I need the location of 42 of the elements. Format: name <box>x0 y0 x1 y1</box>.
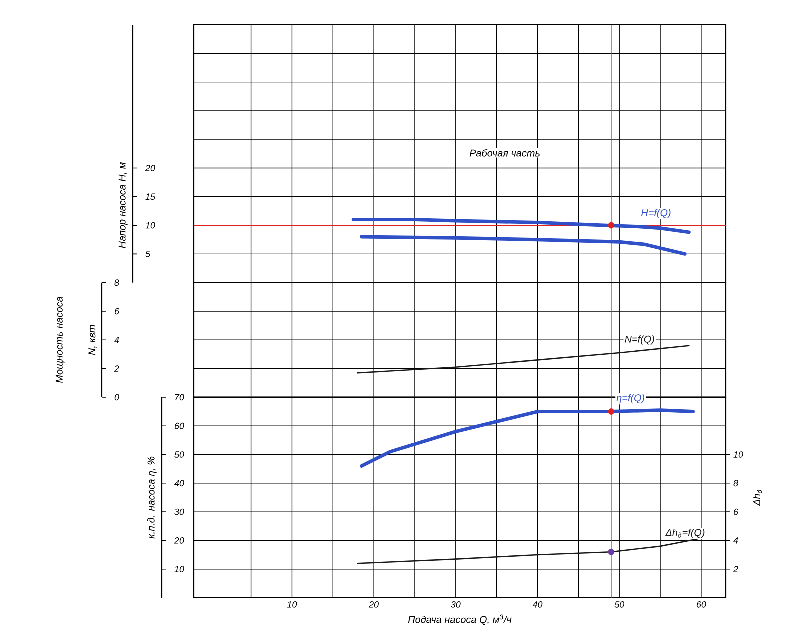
x-axis-title: Подача насоса Q, м$^{3}$/ч <box>408 614 512 626</box>
y-tick-label: 30 <box>174 508 184 516</box>
x-tick-label: 10 <box>287 602 298 608</box>
y2-tick-label: 2 <box>733 566 738 572</box>
x-tick-label: 20 <box>369 602 379 608</box>
line-series <box>352 218 691 234</box>
y-tick-label: 10 <box>146 222 156 229</box>
y2-axis-title: Δh$_{д}$ <box>753 490 762 506</box>
x-tick-label: 60 <box>696 602 706 608</box>
y-tick-label: 6 <box>114 308 120 315</box>
y2-tick-label: 4 <box>734 538 738 544</box>
y-tick-label: 40 <box>174 480 184 487</box>
x-tick-label: 50 <box>614 602 625 608</box>
y-axis-title: к.п.д. насоса η, % <box>148 456 157 539</box>
y-tick-label: 4 <box>114 337 120 344</box>
series-label: N=f(Q) <box>625 336 654 345</box>
x-tick-label: 40 <box>532 602 543 608</box>
y-tick-label: 60 <box>174 422 184 430</box>
y-tick-label: 70 <box>175 394 184 401</box>
y-tick-label: 15 <box>146 194 156 200</box>
y-tick-label: 0 <box>114 394 120 401</box>
y-tick-label: 20 <box>174 538 184 544</box>
y-tick-label: 10 <box>174 566 184 573</box>
y-axis-title: Напор насоса H, м <box>118 162 128 248</box>
series-label: η=f(Q) <box>616 394 644 404</box>
y2-tick-label: 8 <box>734 480 738 487</box>
y-tick-label: 2 <box>114 366 120 372</box>
annotation: Рабочая часть <box>470 149 540 157</box>
text: Мощность насоса <box>56 297 65 384</box>
series-label: Δh$_{д}$=f(Q) <box>666 528 705 538</box>
y-tick-label: 50 <box>174 452 184 458</box>
y-axis-title: N, квт <box>88 325 97 356</box>
y-tick-label: 5 <box>146 251 151 258</box>
line-series <box>357 345 690 374</box>
y-tick-label: 20 <box>145 165 156 172</box>
y2-tick-label: 6 <box>734 508 738 516</box>
y2-tick-label: 10 <box>734 452 744 458</box>
series-label: H=f(Q) <box>641 209 671 219</box>
y-tick-label: 8 <box>114 280 120 286</box>
line-series <box>360 408 696 468</box>
x-tick-label: 30 <box>451 602 461 608</box>
line-series <box>360 235 687 256</box>
